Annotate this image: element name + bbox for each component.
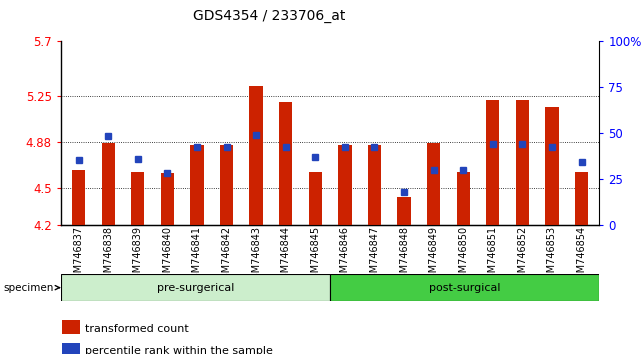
Bar [338,145,351,225]
Bar [161,173,174,225]
Bar [368,145,381,225]
Bar [516,99,529,225]
Text: specimen: specimen [3,282,60,293]
FancyBboxPatch shape [330,274,599,301]
Bar [190,145,204,225]
Text: pre-surgerical: pre-surgerical [157,282,234,293]
Bar [397,196,411,225]
Bar [63,320,80,334]
Bar [249,86,263,225]
Text: post-surgical: post-surgical [429,282,501,293]
Bar [309,172,322,225]
Bar [427,143,440,225]
Bar [101,143,115,225]
Text: GDS4354 / 233706_at: GDS4354 / 233706_at [193,9,345,23]
Bar [63,343,80,354]
Bar [545,107,559,225]
Bar [131,172,144,225]
Bar [575,172,588,225]
Text: transformed count: transformed count [85,324,188,334]
FancyBboxPatch shape [61,274,330,301]
Bar [220,145,233,225]
Text: percentile rank within the sample: percentile rank within the sample [85,346,273,354]
Bar [456,172,470,225]
Bar [486,99,499,225]
Bar [279,102,292,225]
Bar [72,170,85,225]
